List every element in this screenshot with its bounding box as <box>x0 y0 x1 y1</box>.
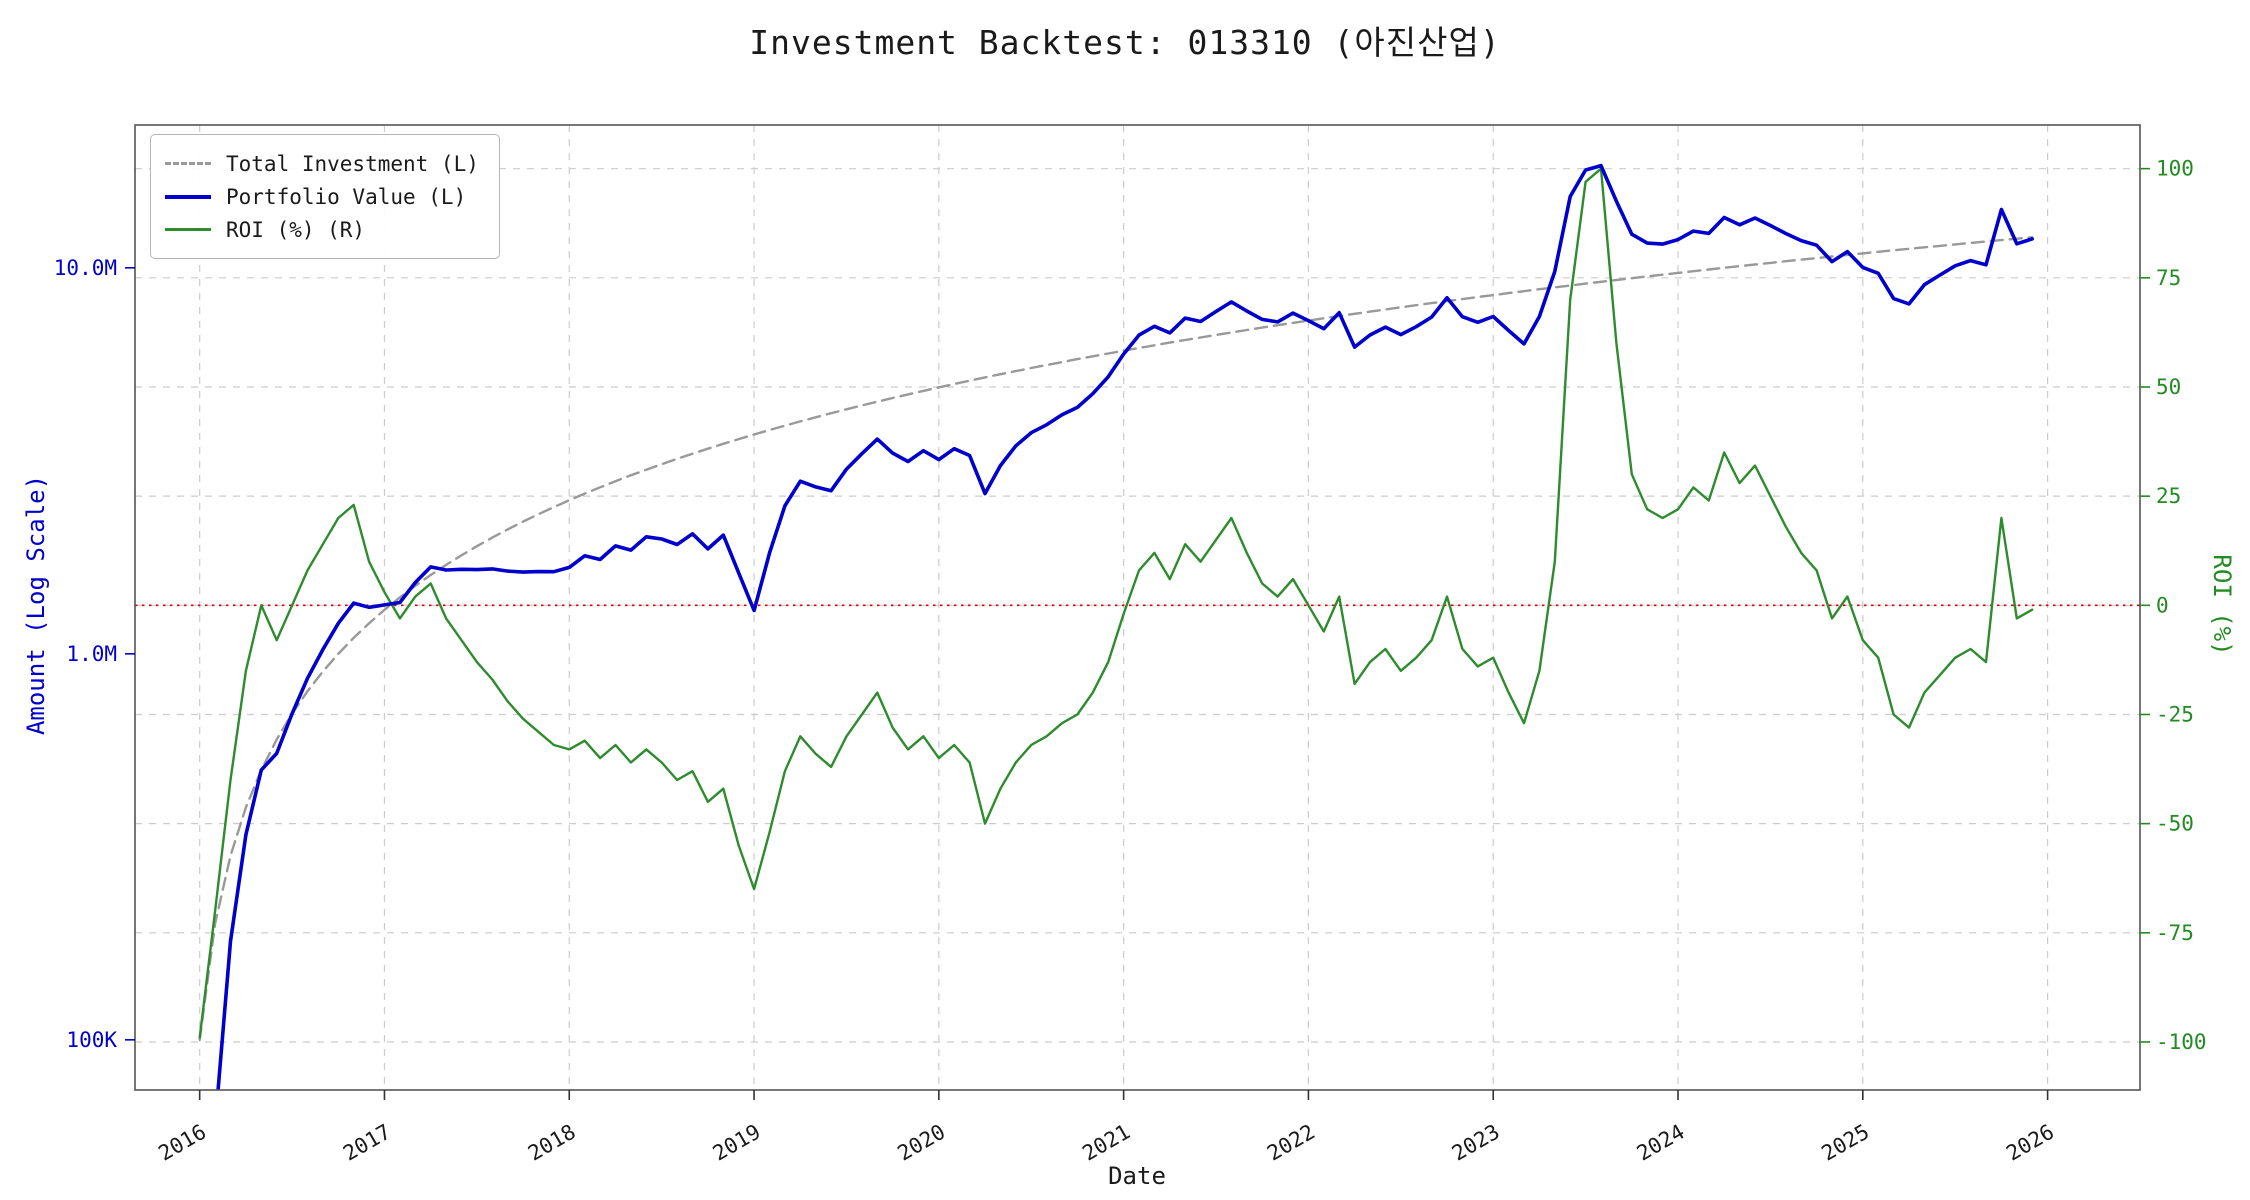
x-tick-label: 2018 <box>524 1120 580 1166</box>
right-tick-label: 75 <box>2156 266 2181 290</box>
legend-label-portfolio-value: Portfolio Value (L) <box>226 184 467 209</box>
legend-item-roi: ROI (%) (R) <box>165 213 479 246</box>
right-tick-label: 50 <box>2156 375 2181 399</box>
gridlines <box>135 125 2140 1090</box>
x-tick-label: 2016 <box>154 1120 210 1166</box>
right-tick-label: -25 <box>2156 702 2194 726</box>
x-tick-label: 2026 <box>2002 1120 2058 1166</box>
tick-marks <box>125 167 2150 1100</box>
right-tick-label: 0 <box>2156 593 2169 617</box>
left-tick-label: 1.0M <box>66 642 117 666</box>
x-axis-label: Date <box>1108 1162 1166 1190</box>
portfolio-value-line <box>216 163 2034 1090</box>
series-lines <box>198 163 2034 1090</box>
legend-item-portfolio-value: Portfolio Value (L) <box>165 180 479 213</box>
x-tick-label: 2020 <box>894 1120 950 1166</box>
right-tick-label: 25 <box>2156 484 2181 508</box>
legend-label-roi: ROI (%) (R) <box>226 217 366 242</box>
x-tick-label: 2019 <box>709 1120 765 1166</box>
right-tick-label: -75 <box>2156 921 2194 945</box>
right-tick-label: -50 <box>2156 812 2194 836</box>
right-tick-label: 100 <box>2156 157 2194 181</box>
legend-item-total-investment: Total Investment (L) <box>165 147 479 180</box>
right-axis-label: ROI (%) <box>2208 554 2236 656</box>
x-tick-label: 2021 <box>1078 1120 1134 1166</box>
x-tick-label: 2025 <box>1818 1120 1874 1166</box>
roi-line-sample <box>165 228 211 231</box>
left-tick-label: 100K <box>66 1028 117 1052</box>
roi-line <box>198 167 2034 1039</box>
total-investment-line <box>198 236 2034 1042</box>
tick-labels: 2016 2017 2018 2019 2020 2021 2022 2023 2024 2025… <box>54 157 2207 1166</box>
legend-label-total-investment: Total Investment (L) <box>226 151 479 176</box>
x-tick-label: 2024 <box>1633 1120 1689 1166</box>
x-tick-label: 2023 <box>1448 1120 1504 1166</box>
chart-title: Investment Backtest: 013310 (아진산업) <box>749 23 1501 62</box>
x-tick-label: 2017 <box>339 1120 395 1166</box>
portfolio-value-line-sample <box>165 194 211 199</box>
x-tick-label: 2022 <box>1263 1120 1319 1166</box>
left-tick-label: 10.0M <box>54 256 117 280</box>
right-tick-label: -100 <box>2156 1030 2207 1054</box>
plot-border <box>134 124 2141 1091</box>
legend: Total Investment (L) Portfolio Value (L)… <box>150 134 500 259</box>
total-investment-line-sample <box>165 162 211 165</box>
left-axis-label: Amount (Log Scale) <box>22 474 50 736</box>
